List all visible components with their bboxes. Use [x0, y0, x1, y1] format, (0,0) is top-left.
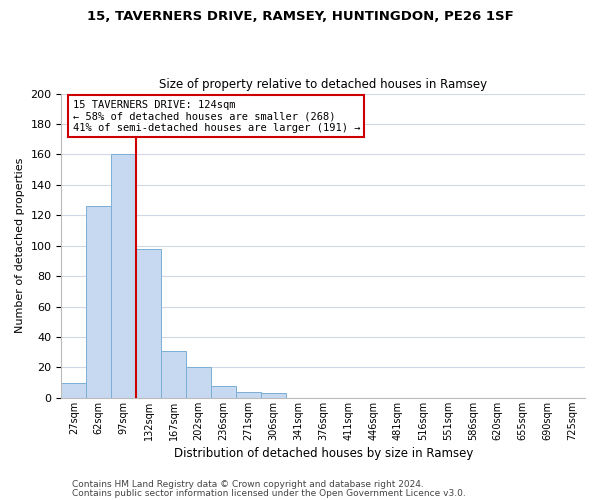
Text: 15 TAVERNERS DRIVE: 124sqm
← 58% of detached houses are smaller (268)
41% of sem: 15 TAVERNERS DRIVE: 124sqm ← 58% of deta…: [73, 100, 360, 133]
Bar: [136, 248, 161, 398]
Bar: [236, 392, 261, 398]
Bar: [61, 382, 86, 398]
Text: 15, TAVERNERS DRIVE, RAMSEY, HUNTINGDON, PE26 1SF: 15, TAVERNERS DRIVE, RAMSEY, HUNTINGDON,…: [86, 10, 514, 23]
Y-axis label: Number of detached properties: Number of detached properties: [15, 158, 25, 334]
X-axis label: Distribution of detached houses by size in Ramsey: Distribution of detached houses by size …: [173, 447, 473, 460]
Bar: [186, 368, 211, 398]
Bar: [111, 154, 136, 398]
Text: Contains public sector information licensed under the Open Government Licence v3: Contains public sector information licen…: [72, 488, 466, 498]
Title: Size of property relative to detached houses in Ramsey: Size of property relative to detached ho…: [159, 78, 487, 91]
Bar: [211, 386, 236, 398]
Bar: [261, 393, 286, 398]
Text: Contains HM Land Registry data © Crown copyright and database right 2024.: Contains HM Land Registry data © Crown c…: [72, 480, 424, 489]
Bar: [161, 350, 186, 398]
Bar: [86, 206, 111, 398]
